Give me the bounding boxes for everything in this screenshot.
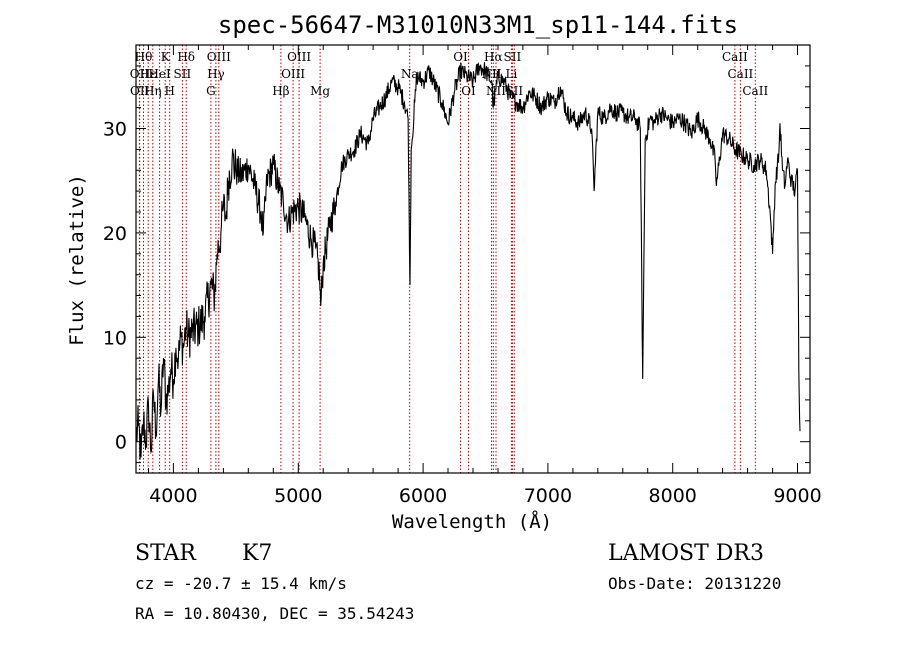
spectrum-line [135,62,801,460]
line-marker-label: OII [130,67,150,81]
obs-date-text: Obs-Date: 20131220 [608,574,781,593]
line-marker-label: Hθ [135,50,153,64]
line-marker-label: Hη [144,84,162,98]
y-axis-label: Flux (relative) [66,174,88,346]
y-tick-label: 30 [103,119,127,141]
line-marker-label: Hε [140,67,157,81]
object-class: STAR [135,541,197,566]
line-marker-label: OII [130,84,150,98]
y-tick-label: 0 [115,432,127,454]
y-tick-label: 20 [103,223,127,245]
survey-name: LAMOST DR3 [608,541,764,566]
line-marker-labels: OIIOIIHθHεHηHeIKHSIIHδGHγOIIIHβOIIIOIIIM… [130,50,769,98]
line-marker-label: NII [486,84,506,98]
x-tick-label: 9000 [773,485,821,507]
line-marker-label: OIII [207,50,231,64]
line-marker-label: CaII [727,67,753,81]
line-marker-label: G [206,84,216,98]
y-axis-ticks: 0 10 20 30 [103,44,810,464]
line-marker-label: K [161,50,171,64]
line-marker-label: H [164,84,174,98]
line-marker-label: HeI [148,67,171,81]
line-marker-label: OIII [281,67,305,81]
line-marker-label: CaII [722,50,748,64]
line-marker-label: Hδ [177,50,195,64]
line-marker-label: CaII [742,84,768,98]
line-marker-label: OIII [287,50,311,64]
redshift-text: cz = -20.7 ± 15.4 km/s [135,574,347,593]
chart-title: spec-56647-M31010N33M1_sp11-144.fits [218,11,738,39]
x-tick-label: 8000 [649,485,697,507]
line-marker-label: Na [401,67,419,81]
line-marker-label: SII [174,67,192,81]
x-tick-label: 7000 [524,485,572,507]
x-axis-ticks: 4000 5000 6000 7000 8000 9000 [148,45,822,507]
coords-text: RA = 10.80430, DEC = 35.54243 [135,604,414,623]
line-markers [138,45,756,473]
line-marker-label: SII [504,50,522,64]
line-marker-label: Mg [310,84,330,98]
y-tick-label: 10 [103,327,127,349]
object-subclass: K7 [242,541,272,566]
line-marker-label: Hβ [272,84,289,98]
line-marker-label: Hγ [207,67,225,81]
line-marker-label: Hα [484,50,503,64]
plot-frame [135,44,811,474]
x-tick-label: 6000 [399,485,447,507]
line-marker-label: Li [505,67,517,81]
line-marker-label: OI [461,84,476,98]
x-tick-label: 5000 [274,485,322,507]
x-axis-label: Wavelength (Å) [392,510,552,533]
line-marker-label: OI [453,50,468,64]
x-tick-label: 4000 [149,485,197,507]
